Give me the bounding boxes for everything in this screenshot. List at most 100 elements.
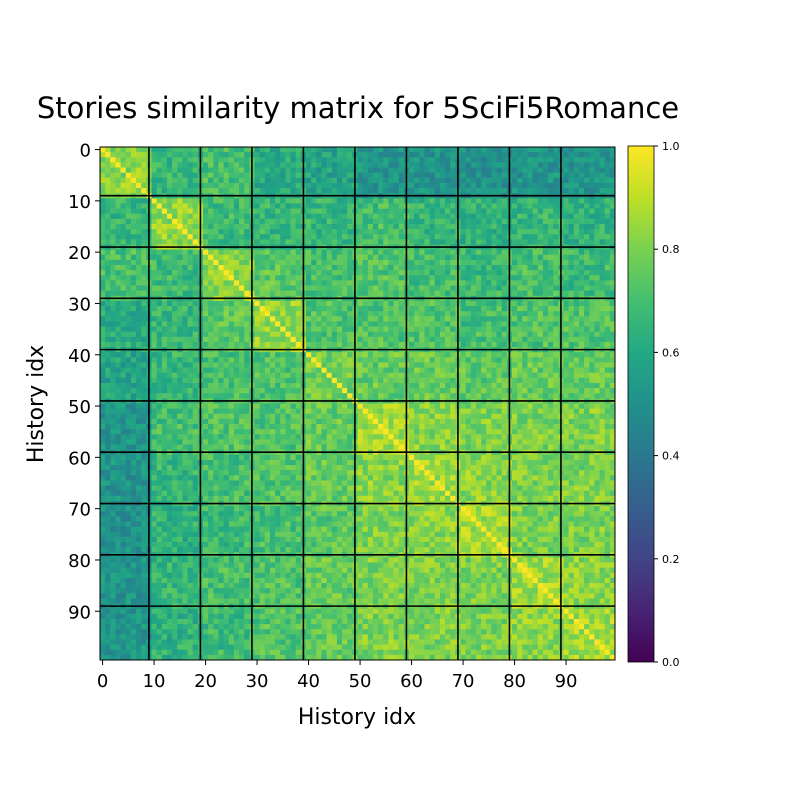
heatmap-cell [609,223,616,230]
heatmap-cell [357,229,364,235]
heatmap-cell [208,157,214,163]
heatmap-cell [254,357,261,363]
heatmap-cell [481,382,487,389]
heatmap-cell [172,285,178,292]
heatmap-cell [604,367,611,374]
heatmap-cell [295,367,302,374]
heatmap-cell [434,382,441,389]
heatmap-cell [542,316,549,322]
heatmap-cell [496,357,503,363]
heatmap-cell [460,249,467,256]
heatmap-cell [589,357,595,363]
heatmap-cell [578,316,585,322]
heatmap-cell [306,234,312,240]
heatmap-cell [115,157,121,163]
heatmap-cell [548,157,554,163]
heatmap-cell [578,239,585,245]
heatmap-cell [203,341,209,348]
heatmap-cell [192,290,199,297]
heatmap-cell [254,280,261,286]
heatmap-cell [156,157,163,163]
heatmap-cell [481,229,487,235]
heatmap-cell [414,147,420,153]
heatmap-cell [481,157,487,163]
heatmap-cell [166,172,173,179]
heatmap-cell [100,188,106,194]
heatmap-cell [445,234,451,240]
heatmap-cell [136,372,142,379]
heatmap-cell [563,336,570,343]
heatmap-cell [166,382,173,389]
heatmap-cell [115,367,121,374]
heatmap-cell [532,372,539,379]
heatmap-cell [295,311,302,317]
heatmap-cell [470,388,477,394]
heatmap-cell [141,147,147,153]
heatmap-cell [244,162,250,168]
heatmap-cell [100,321,106,327]
heatmap-cell [568,152,575,158]
heatmap-cell [398,275,405,281]
heatmap-cell [491,306,497,312]
heatmap-cell [290,290,297,297]
heatmap-cell [486,249,492,256]
heatmap-cell [316,254,322,261]
heatmap-cell [460,300,467,307]
heatmap-cell [584,388,590,394]
heatmap-cell [409,249,415,256]
heatmap-cell [604,372,611,379]
heatmap-cell [223,203,230,209]
heatmap-cell [594,208,600,215]
heatmap-cell [496,177,503,184]
heatmap-cell [342,388,348,394]
heatmap-cell [594,331,600,338]
heatmap-cell [239,331,245,338]
heatmap-cell [110,270,116,276]
heatmap-cell [542,198,549,204]
heatmap-cell [378,377,384,384]
heatmap-cell [321,177,327,184]
heatmap-cell [439,275,446,281]
heatmap-cell [532,172,539,179]
heatmap-cell [177,357,183,363]
heatmap-cell [130,316,137,322]
heatmap-cell [548,249,554,256]
heatmap-cell [604,254,611,261]
heatmap-cell [316,223,322,230]
heatmap-cell [475,280,482,286]
heatmap-cell [542,300,549,307]
heatmap-cell [573,321,580,327]
heatmap-cell [429,249,436,256]
heatmap-cell [100,172,106,179]
heatmap-cell [120,264,127,271]
heatmap-cell [481,321,487,327]
heatmap-cell [470,316,477,322]
heatmap-cell [182,311,188,317]
heatmap-cell [414,280,420,286]
heatmap-cell [578,203,585,209]
heatmap-cell [311,321,317,327]
heatmap-cell [553,285,559,292]
heatmap-cell [486,362,492,368]
heatmap-cell [275,321,281,327]
heatmap-cell [187,198,194,204]
heatmap-cell [141,393,147,399]
heatmap-cell [239,352,245,358]
heatmap-cell [542,382,549,389]
heatmap-cell [512,372,518,379]
heatmap-cell [434,254,441,261]
heatmap-cell [378,331,384,338]
heatmap-cell [285,177,291,184]
heatmap-cell [414,234,420,240]
heatmap-cell [228,198,235,204]
heatmap-cell [414,172,420,179]
heatmap-cell [445,393,451,399]
heatmap-cell [187,285,194,292]
heatmap-cell [578,167,585,174]
heatmap-cell [429,275,436,281]
heatmap-cell [609,341,616,348]
heatmap-cell [532,203,539,209]
heatmap-cell [136,316,142,322]
heatmap-cell [321,393,327,399]
heatmap-cell [434,316,441,322]
